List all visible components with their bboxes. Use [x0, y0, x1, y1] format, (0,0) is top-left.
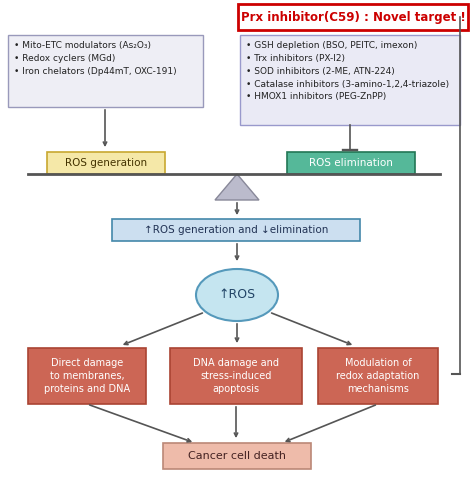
Text: ROS generation: ROS generation	[65, 158, 147, 168]
Text: Prx inhibitor(C59) : Novel target !: Prx inhibitor(C59) : Novel target !	[241, 11, 466, 24]
Bar	[8, 35, 203, 107]
Text: ↑ROS generation and ↓elimination: ↑ROS generation and ↓elimination	[144, 225, 328, 235]
Bar	[28, 348, 146, 404]
Bar	[318, 348, 438, 404]
Text: DNA damage and
stress-induced
apoptosis: DNA damage and stress-induced apoptosis	[193, 358, 279, 394]
Text: • Mito-ETC modulators (As₂O₃)
• Redox cyclers (MGd)
• Iron chelators (Dp44mT, OX: • Mito-ETC modulators (As₂O₃) • Redox cy…	[14, 41, 177, 76]
Bar	[163, 443, 311, 469]
Bar	[47, 152, 165, 174]
Bar	[240, 35, 460, 125]
Bar	[287, 152, 415, 174]
Bar	[112, 219, 360, 241]
Bar	[238, 4, 468, 30]
Text: Modulation of
redox adaptation
mechanisms: Modulation of redox adaptation mechanism…	[336, 358, 420, 394]
Text: ↑ROS: ↑ROS	[218, 288, 256, 301]
Bar	[170, 348, 302, 404]
Ellipse shape	[196, 269, 278, 321]
Text: Direct damage
to membranes,
proteins and DNA: Direct damage to membranes, proteins and…	[44, 358, 130, 394]
Text: Cancer cell death: Cancer cell death	[188, 451, 286, 461]
Polygon shape	[215, 174, 259, 200]
Text: • GSH depletion (BSO, PEITC, imexon)
• Trx inhibitors (PX-I2)
• SOD inhibitors (: • GSH depletion (BSO, PEITC, imexon) • T…	[246, 41, 449, 101]
Text: ROS elimination: ROS elimination	[309, 158, 393, 168]
